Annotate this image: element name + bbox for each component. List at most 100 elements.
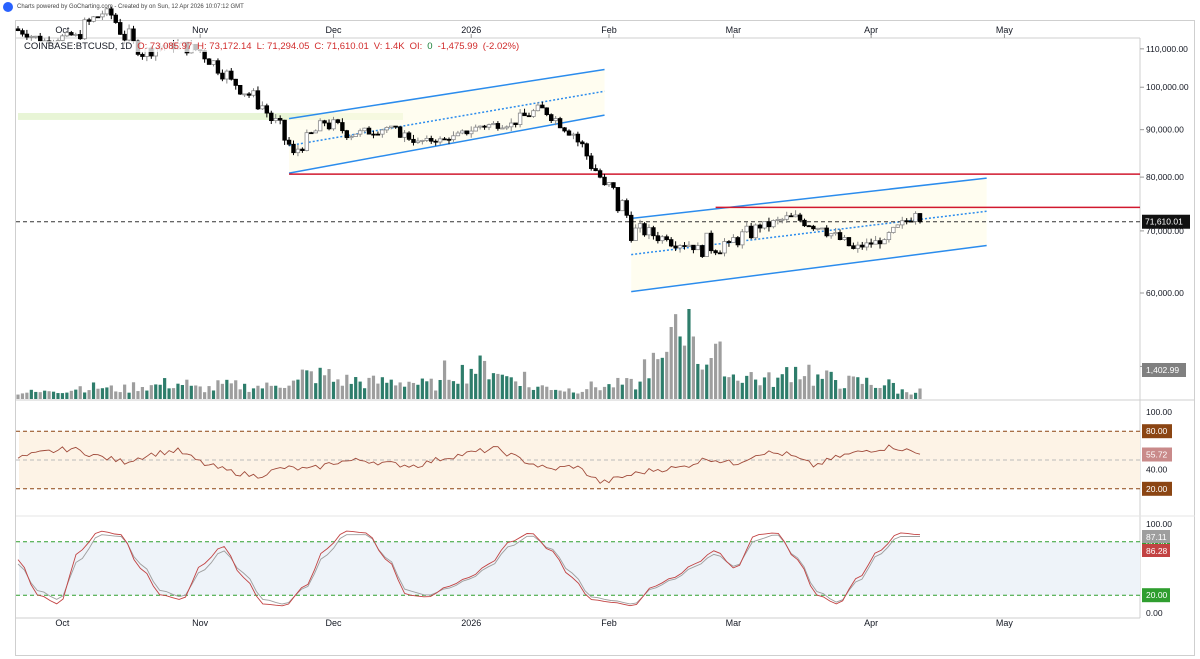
- candle-body: [651, 227, 656, 237]
- candle-body: [353, 133, 358, 137]
- chart-frame[interactable]: [15, 20, 1195, 656]
- candle-body: [460, 130, 465, 134]
- volume-bar: [887, 379, 891, 399]
- candle-body: [282, 119, 287, 141]
- volume-bar: [918, 388, 922, 399]
- volume-bar: [331, 381, 336, 399]
- candle-body: [446, 138, 452, 141]
- candle-body: [891, 226, 896, 233]
- candle-body: [349, 136, 354, 139]
- support-zone: [18, 113, 403, 120]
- volume-bar: [771, 386, 775, 399]
- candle-body: [766, 221, 772, 228]
- volume-bar: [616, 377, 620, 399]
- candle-body: [91, 16, 96, 22]
- x-tick-label-top: Nov: [192, 25, 209, 35]
- volume-bar: [83, 392, 87, 399]
- candle-body: [695, 245, 701, 251]
- candle-body: [397, 126, 403, 138]
- candle-body: [477, 125, 483, 128]
- candle-body: [451, 135, 456, 141]
- volume-bar: [705, 364, 709, 399]
- volume-bar: [225, 379, 229, 399]
- candle-body: [109, 8, 114, 16]
- volume-bar: [283, 387, 287, 399]
- volume-bar: [909, 394, 913, 399]
- candle-body: [464, 130, 469, 135]
- candle-body: [784, 215, 789, 220]
- volume-bar: [176, 383, 180, 399]
- candle-body: [433, 140, 438, 143]
- volume-bar: [300, 369, 304, 399]
- volume-bar: [229, 383, 233, 399]
- volume-bar: [860, 383, 864, 399]
- volume-bar: [558, 390, 562, 399]
- candle-body: [664, 236, 669, 241]
- volume-bar: [149, 385, 153, 399]
- candle-body: [442, 138, 447, 141]
- candle-body: [593, 168, 598, 172]
- candle-body: [708, 232, 714, 252]
- volume-bar: [851, 376, 855, 399]
- candle-body: [873, 240, 878, 245]
- volume-bar: [442, 360, 447, 399]
- candle-body: [126, 28, 132, 41]
- stoch-d-line: [17, 534, 920, 605]
- volume-bar: [136, 391, 140, 399]
- volume-bar: [407, 381, 411, 399]
- volume-bar: [367, 377, 371, 399]
- volume-bar: [611, 387, 616, 399]
- candle-body: [455, 132, 461, 137]
- candle-body: [517, 112, 523, 126]
- volume-bar: [798, 379, 802, 399]
- candle-body: [677, 245, 683, 249]
- candle-body: [20, 30, 25, 35]
- volume-bar: [585, 389, 589, 399]
- candle-body: [469, 130, 474, 135]
- candle-body: [224, 70, 230, 80]
- volume-bar: [318, 367, 322, 399]
- volume-bar: [65, 392, 69, 399]
- volume-bar: [873, 387, 878, 399]
- volume-bar: [349, 383, 353, 399]
- candle-body: [913, 213, 918, 222]
- volume-bar: [434, 390, 438, 399]
- candle-body: [691, 244, 696, 251]
- volume-bar: [514, 381, 518, 399]
- volume-bar: [291, 380, 296, 399]
- volume-bar: [123, 384, 127, 399]
- volume-bar: [665, 351, 669, 399]
- volume-bar: [358, 381, 362, 399]
- legend-oi-value: 0: [427, 41, 433, 52]
- candle-body: [611, 182, 616, 188]
- candle-body: [82, 19, 87, 40]
- x-tick-label-bottom: May: [996, 618, 1014, 628]
- volume-bar: [336, 379, 340, 399]
- candle-body: [780, 218, 785, 221]
- candle-body: [762, 221, 767, 229]
- volume-bar: [25, 392, 29, 399]
- candle-body: [500, 127, 505, 130]
- candle-body: [113, 14, 118, 23]
- candle-body: [637, 223, 643, 229]
- candle-body: [717, 252, 723, 255]
- volume-bar: [820, 378, 824, 399]
- candle-body: [775, 219, 781, 221]
- volume-bar: [518, 386, 522, 399]
- volume-bar: [131, 382, 136, 399]
- candle-body: [415, 140, 421, 143]
- volume-bar: [718, 341, 722, 399]
- volume-bar: [598, 390, 602, 399]
- volume-bar: [189, 385, 193, 399]
- stoch-band: [19, 541, 1140, 596]
- candle-body: [100, 13, 105, 18]
- volume-bar: [478, 355, 482, 399]
- candle-body: [322, 120, 327, 124]
- candle-body: [820, 227, 825, 230]
- candle-body: [868, 242, 874, 245]
- candle-body: [29, 35, 34, 38]
- candle-body: [375, 133, 381, 136]
- candle-body: [206, 58, 212, 65]
- candle-body: [246, 93, 252, 96]
